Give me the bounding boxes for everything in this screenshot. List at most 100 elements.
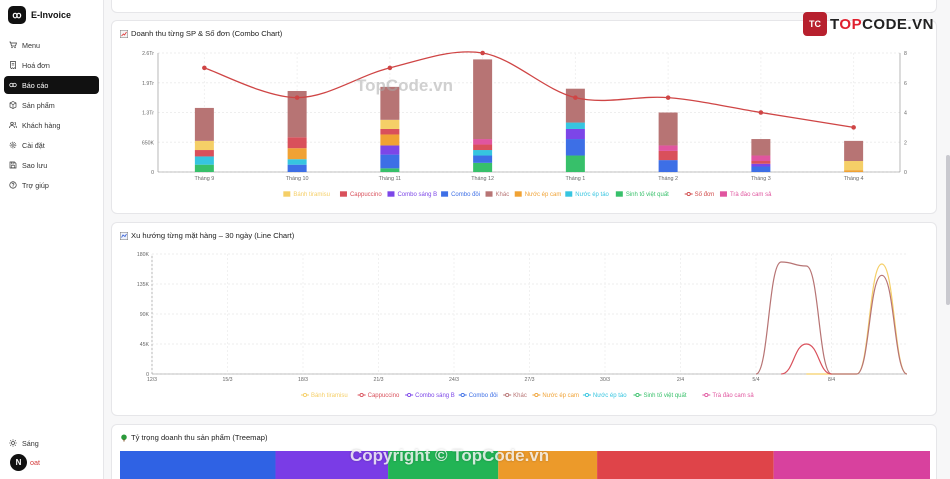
legend-label: Khác <box>513 393 527 399</box>
x-tick-label: 18/3 <box>298 377 308 383</box>
watermark-brand-rest: CODE.VN <box>862 15 934 33</box>
orders-point <box>573 95 578 100</box>
treemap-tile <box>597 451 774 479</box>
legend-item[interactable]: Trà đào cam sả <box>702 392 754 399</box>
treemap-chart <box>120 451 930 479</box>
theme-toggle[interactable]: Sáng <box>0 435 104 451</box>
sidebar-item-4[interactable]: Khách hàng <box>4 116 99 134</box>
bar-segment <box>658 150 678 161</box>
treemap-tile <box>120 451 276 479</box>
x-tick-label: 5/4 <box>752 377 759 383</box>
theme-label: Sáng <box>22 438 39 448</box>
trend-chart: 0 45K 90K 135K 180K 12/3 15/3 18/3 21/3 24/3 27/3 3… <box>137 252 908 399</box>
page-scrollbar[interactable] <box>946 155 950 305</box>
bar-segment <box>287 90 307 138</box>
bar-segment <box>194 140 214 151</box>
orders-point <box>480 50 485 56</box>
trend-chart-title-text: Xu hướng từng mặt hàng – 30 ngày (Line C… <box>131 231 295 240</box>
legend-label: Khác <box>496 192 510 198</box>
legend-label: Combo đôi <box>469 393 498 399</box>
legend-label: Sinh tố việt quất <box>643 393 686 399</box>
brand[interactable]: ꝏ E-Invoice <box>0 2 103 28</box>
sidebar-item-label: Hoá đơn <box>22 60 50 70</box>
legend-swatch <box>514 191 522 197</box>
legend-swatch-dot <box>686 191 691 197</box>
legend-item[interactable]: Nước ép táo <box>565 191 610 198</box>
sidebar-item-6[interactable]: Sao lưu <box>4 156 99 174</box>
orders-point <box>202 65 207 71</box>
bar-segment <box>565 88 585 123</box>
bar-segment <box>473 144 493 151</box>
legend-item[interactable]: Bánh tiramisu <box>300 392 348 399</box>
y-tick-label: 135K <box>137 282 150 288</box>
x-tick-label: 27/3 <box>524 377 534 383</box>
legend-item[interactable]: Sinh tố việt quất <box>633 392 687 399</box>
legend-label: Cappuccino <box>368 393 400 399</box>
y-tick-label: 650K <box>142 140 155 146</box>
legend-item[interactable]: Combo đôi <box>441 191 480 198</box>
bar-segment <box>844 140 864 162</box>
legend-item[interactable]: Combo đôi <box>458 392 498 399</box>
legend-item[interactable]: Nước ép táo <box>582 392 627 399</box>
legend-item[interactable]: Khác <box>503 392 527 399</box>
legend-label: Cappuccino <box>350 192 382 198</box>
sidebar-item-label: Khách hàng <box>22 120 61 130</box>
bar-segment <box>658 112 678 146</box>
orders-point <box>665 95 671 100</box>
bar-segment <box>473 150 493 156</box>
legend-label: Combo đôi <box>451 192 480 198</box>
legend-swatch-dot <box>359 392 364 398</box>
bar-segment <box>658 145 678 151</box>
legend-item[interactable]: Combo sáng B <box>387 191 437 198</box>
previous-card <box>111 0 937 13</box>
bar-segment <box>380 119 400 129</box>
legend-label: Combo sáng B <box>397 192 437 198</box>
sidebar-item-0[interactable]: Menu <box>4 36 99 54</box>
x-tick-label: Tháng 4 <box>844 176 864 182</box>
legend-label: Trà đào cam sả <box>730 192 772 198</box>
legend-item[interactable]: Combo sáng B <box>405 392 455 399</box>
legend-swatch-dot <box>505 392 510 398</box>
legend-label: Trà đào cam sả <box>712 393 754 399</box>
bar-segment <box>380 128 400 135</box>
y-tick-label: 90K <box>140 312 150 318</box>
treemap-title-text: Tỷ trọng doanh thu sản phẩm (Treemap) <box>131 433 268 442</box>
trend-chart-card: Xu hướng từng mặt hàng – 30 ngày (Line C… <box>111 222 937 416</box>
legend-swatch <box>615 191 623 197</box>
sidebar-item-2[interactable]: Báo cáo <box>4 76 99 94</box>
sidebar-item-3[interactable]: Sản phẩm <box>4 96 99 114</box>
legend-item[interactable]: Sinh tố việt quất <box>615 191 669 198</box>
y-tick-label: 1.3Tr <box>142 111 154 117</box>
x-tick-label: 30/3 <box>600 377 610 383</box>
legend-swatch-dot <box>302 392 308 398</box>
x-tick-label: 12/3 <box>147 377 157 383</box>
receipt-icon <box>10 61 16 69</box>
bar-segment <box>194 156 214 165</box>
legend-label: Nước ép cam <box>542 393 579 399</box>
sidebar-item-1[interactable]: Hoá đơn <box>4 56 99 74</box>
n-badge[interactable]: N <box>10 453 27 471</box>
bar-segment <box>751 166 771 172</box>
bar-segment <box>565 128 585 140</box>
legend-item[interactable]: Trà đào cam sả <box>719 191 772 198</box>
sidebar-item-5[interactable]: Cài đặt <box>4 136 99 154</box>
bar-segment <box>287 148 307 160</box>
x-tick-label: 24/3 <box>449 377 459 383</box>
logout-button[interactable]: N oat <box>0 451 104 473</box>
legend-item[interactable]: Số đơn <box>684 191 715 198</box>
legend-item[interactable]: Nước ép cam <box>532 392 579 399</box>
orders-line <box>204 51 854 129</box>
bar-segment <box>565 139 585 156</box>
sidebar-item-label: Sản phẩm <box>22 100 55 110</box>
sidebar-item-label: Báo cáo <box>22 80 49 90</box>
legend-item[interactable]: Bánh tiramisu <box>283 191 330 198</box>
sidebar-item-7[interactable]: Trợ giúp <box>4 176 99 194</box>
legend-item[interactable]: Khác <box>485 191 510 198</box>
legend-label: Nước ép táo <box>575 192 609 198</box>
legend-item[interactable]: Cappuccino <box>339 191 382 198</box>
legend-item[interactable]: Nước ép cam <box>514 191 562 198</box>
sun-icon <box>9 439 17 447</box>
watermark-brand-prefix: T <box>830 15 840 33</box>
legend-label: Số đơn <box>695 192 715 198</box>
legend-item[interactable]: Cappuccino <box>357 392 400 399</box>
